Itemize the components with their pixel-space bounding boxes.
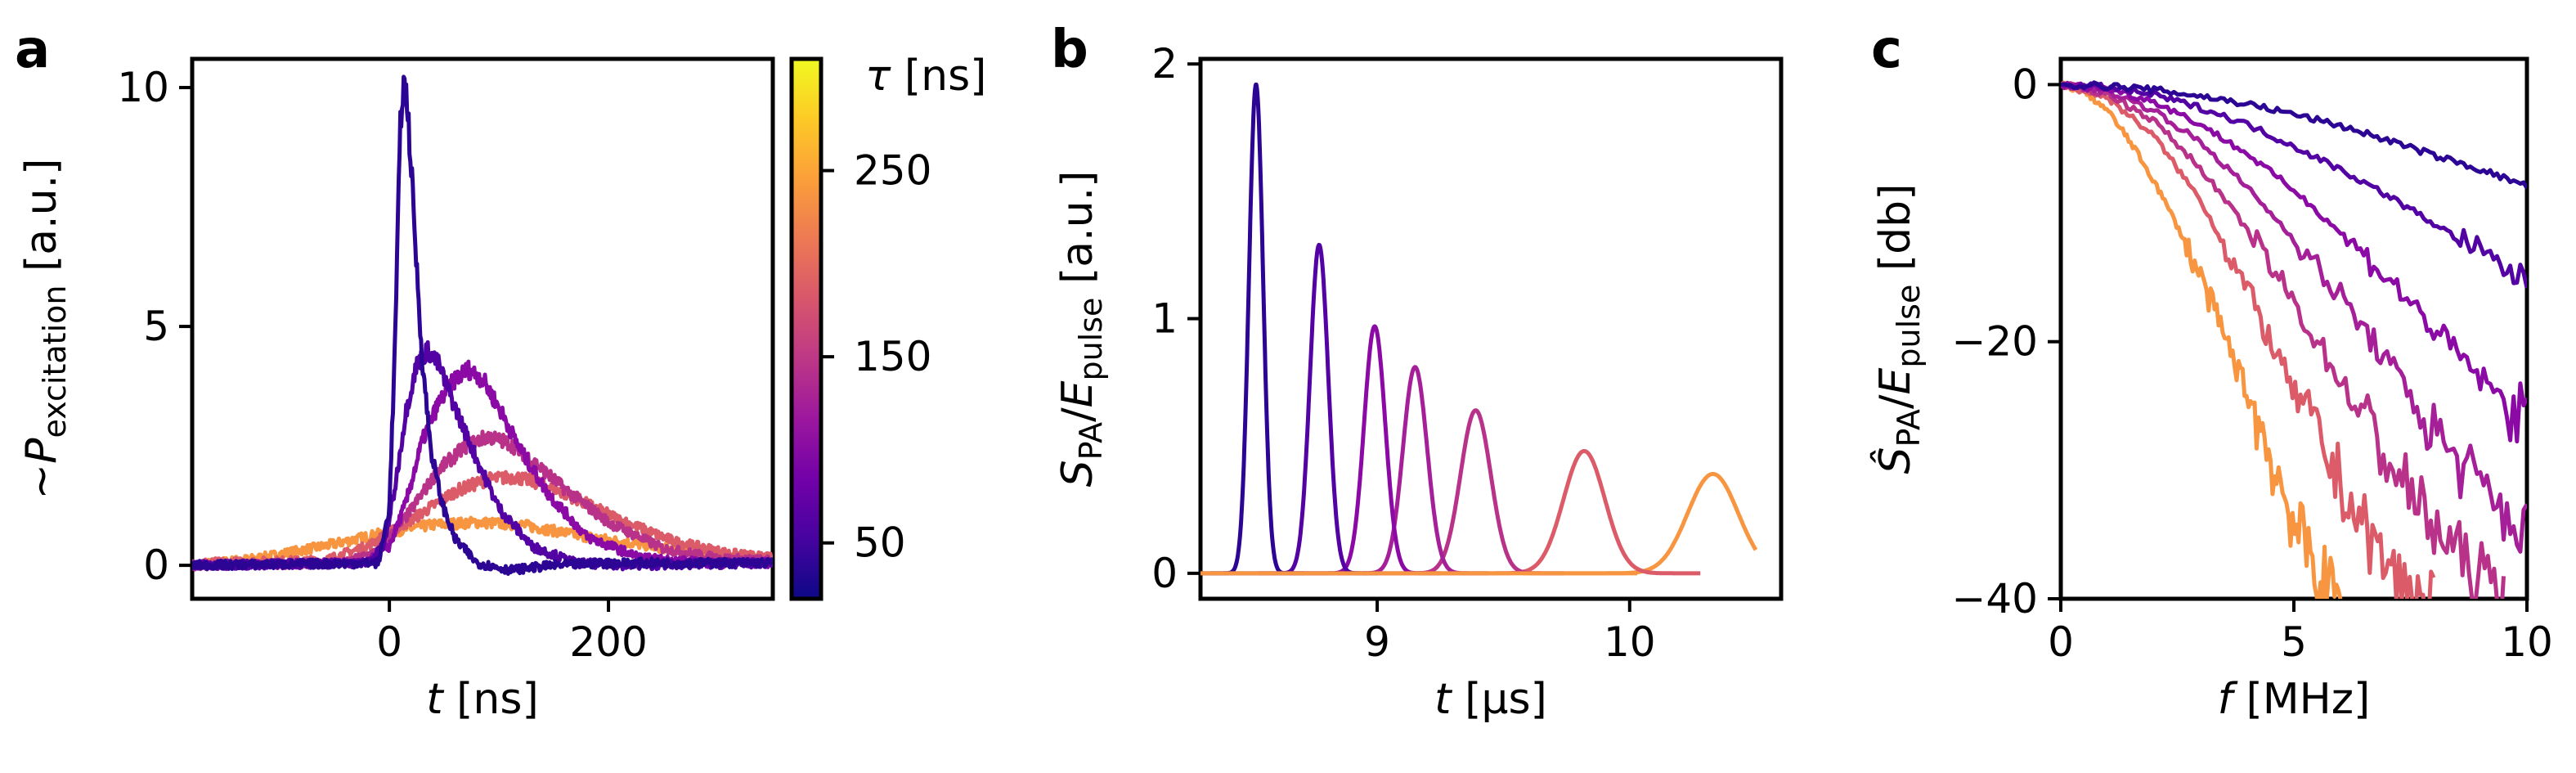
series-line-b	[1257, 324, 1442, 576]
series-line-c	[2061, 80, 2343, 599]
colorbar-label: τ [ns]	[865, 52, 986, 101]
series-line-c	[2061, 81, 2527, 289]
axes-c: 0 5 10 0 −20 −40	[1951, 56, 2553, 666]
series-line-c	[2061, 82, 2527, 554]
panel-letter-c: c	[1871, 20, 1902, 80]
axes-frame-a	[190, 56, 775, 601]
series-group-a	[192, 74, 773, 576]
colorbar-tick-label: 50	[854, 519, 906, 567]
x-tick-label-c: 5	[2281, 618, 2307, 666]
series-line-c	[2061, 80, 2436, 599]
colorbar-fill	[792, 59, 821, 599]
series-group-c	[2061, 80, 2527, 599]
colorbar-frame	[789, 56, 824, 601]
y-tick-label-c: 0	[2012, 61, 2038, 108]
y-axis-label-c: ŜPA/Epulse [db]	[1869, 184, 1927, 474]
axes-a: 0 200 0 5 10	[117, 56, 775, 666]
y-tick-label-b: 0	[1151, 550, 1178, 597]
panel-letter-b: b	[1051, 20, 1088, 80]
colorbar-tick-label: 150	[854, 333, 931, 380]
y-tick-label-c: −20	[1951, 318, 2038, 366]
series-line-b	[1200, 82, 1306, 576]
series-line-c	[2061, 80, 2527, 190]
x-tick-label-a: 200	[569, 618, 647, 666]
series-group-b	[1200, 82, 1758, 576]
x-tick-label-b: 10	[1604, 618, 1656, 666]
series-line-a	[192, 359, 773, 572]
y-axis-label-b: SPA/Epulse [a.u.]	[1053, 171, 1109, 488]
y-tick-label-a: 5	[143, 303, 169, 350]
series-line-b	[1335, 408, 1565, 576]
series-line-b	[1209, 242, 1379, 576]
x-axis-label-a: t [ns]	[426, 675, 539, 724]
series-line-c	[2061, 81, 2506, 599]
axes-b: 9 10 0 1 2	[1151, 40, 1784, 666]
x-axis-label-b: t [μs]	[1434, 675, 1547, 724]
y-axis-label-a: ~Pexcitation [a.u.]	[17, 159, 73, 500]
x-tick-label-c: 10	[2501, 618, 2553, 666]
y-tick-label-b: 1	[1151, 295, 1178, 343]
y-tick-label-b: 2	[1151, 40, 1178, 88]
series-line-a	[192, 339, 773, 572]
x-axis-label-c: f [MHz]	[2218, 675, 2371, 724]
y-tick-label-a: 10	[117, 64, 169, 111]
panel-letter-a: a	[15, 20, 50, 80]
x-tick-label-c: 0	[2048, 618, 2074, 666]
axes-frame-b	[1198, 56, 1784, 601]
x-tick-label-b: 9	[1364, 618, 1390, 666]
series-line-c	[2061, 80, 2527, 444]
x-tick-label-a: 0	[376, 618, 402, 666]
y-tick-label-a: 0	[143, 542, 169, 589]
colorbar-tick-label: 250	[854, 147, 931, 195]
series-line-a	[192, 74, 773, 576]
y-tick-label-c: −40	[1951, 575, 2038, 622]
